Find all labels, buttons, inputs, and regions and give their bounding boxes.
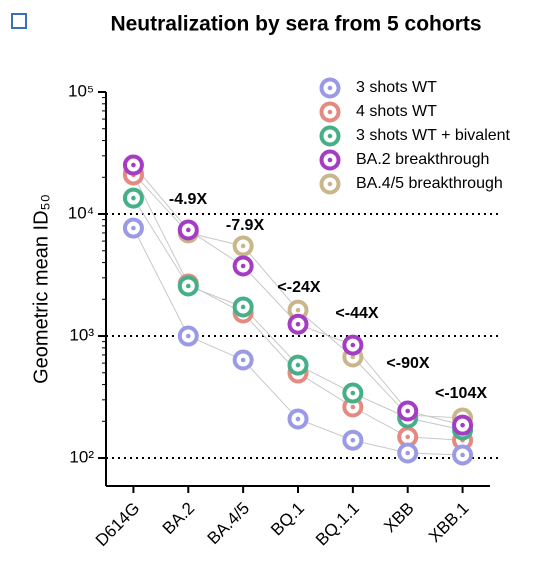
legend-label: 3 shots WT + bivalent	[356, 127, 511, 144]
marker	[342, 396, 364, 418]
legend-marker	[319, 149, 341, 171]
legend-marker	[319, 101, 341, 123]
y-tick-label: 10³	[69, 326, 94, 345]
annotation: <-24X	[277, 279, 320, 296]
y-axis-label: Geometric mean ID₅₀	[30, 194, 52, 384]
marker	[397, 442, 419, 464]
marker	[342, 382, 364, 404]
x-tick-label: D614G	[92, 499, 144, 551]
marker	[122, 217, 144, 239]
marker	[342, 334, 364, 356]
marker	[452, 444, 474, 466]
legend-label: BA.4/5 breakthrough	[356, 175, 503, 192]
legend-label: 3 shots WT	[356, 79, 437, 96]
marker	[397, 400, 419, 422]
legend-marker	[319, 77, 341, 99]
annotation: <-104X	[435, 385, 487, 402]
marker	[122, 187, 144, 209]
x-tick-label: BA.2	[159, 499, 198, 538]
x-tick-label: XBB.1	[425, 499, 473, 547]
marker	[232, 255, 254, 277]
y-tick-label: 10²	[69, 448, 94, 467]
marker	[177, 325, 199, 347]
legend-label: BA.2 breakthrough	[356, 151, 489, 168]
marker	[232, 349, 254, 371]
x-tick-label: BQ.1.1	[312, 499, 363, 550]
y-tick-label: 10⁴	[68, 203, 94, 222]
annotation: <-44X	[335, 305, 378, 322]
marker	[287, 313, 309, 335]
marker	[232, 235, 254, 257]
marker	[232, 296, 254, 318]
marker	[452, 414, 474, 436]
marker	[122, 154, 144, 176]
icon	[11, 13, 27, 29]
legend-label: 4 shots WT	[356, 103, 437, 120]
legend-marker	[319, 173, 341, 195]
legend-marker	[319, 125, 341, 147]
annotation: -7.9X	[226, 217, 265, 234]
y-tick-label: 10⁵	[68, 81, 94, 100]
x-tick-label: XBB	[380, 499, 417, 536]
chart-title: Neutralization by sera from 5 cohorts	[110, 13, 481, 36]
x-tick-label: BA.4/5	[204, 499, 254, 549]
marker	[177, 219, 199, 241]
annotation: -4.9X	[169, 191, 208, 208]
marker	[177, 275, 199, 297]
marker	[342, 429, 364, 451]
marker	[287, 354, 309, 376]
annotation: <-90X	[386, 355, 429, 372]
x-tick-label: BQ.1	[267, 499, 308, 540]
marker	[287, 408, 309, 430]
